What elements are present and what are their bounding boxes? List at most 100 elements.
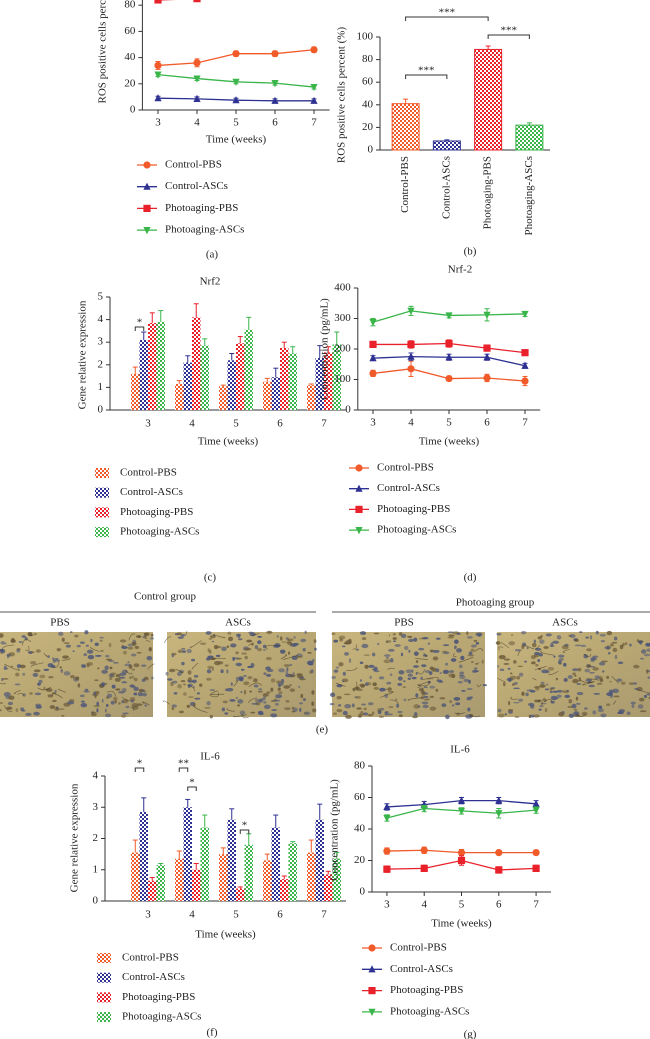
- error-bar: [237, 336, 243, 344]
- x-tick-label: 6: [277, 909, 283, 921]
- y-axis-label: Concentration (pg/mL): [319, 298, 331, 400]
- bar: [288, 843, 297, 901]
- error-bar: [246, 833, 252, 845]
- error-bar: [334, 331, 340, 345]
- legend-marker: [368, 944, 376, 952]
- marker: [483, 374, 491, 382]
- error-bar: [237, 886, 243, 889]
- chart-title: IL-6: [200, 751, 220, 763]
- marker: [271, 50, 279, 58]
- x-axis-label: Time (weeks): [419, 436, 480, 448]
- error-bar: [220, 847, 226, 855]
- marker: [383, 847, 391, 855]
- legend-marker: [143, 182, 151, 190]
- bar: [236, 888, 245, 901]
- significance-bracket: [239, 829, 250, 834]
- y-tick-label: 100: [357, 31, 374, 43]
- error-bar: [325, 870, 331, 875]
- marker: [495, 810, 503, 818]
- marker: [310, 96, 318, 104]
- y-tick-label: 80: [354, 760, 366, 772]
- bar: [139, 339, 148, 410]
- bar: [432, 140, 461, 151]
- marker: [521, 310, 529, 319]
- significance-label: ***: [439, 7, 456, 19]
- legend-marker: [355, 464, 363, 472]
- marker: [154, 0, 162, 4]
- legend-marker: [355, 484, 363, 492]
- x-tick-label: 6: [484, 417, 490, 429]
- y-axis-label: Gene relative expression: [69, 783, 81, 892]
- group-title: Control group: [134, 591, 197, 603]
- x-tick-label: 7: [533, 899, 539, 911]
- marker: [407, 340, 415, 349]
- error-bar: [229, 353, 235, 361]
- x-tick-label: 3: [384, 899, 390, 911]
- error-bar: [176, 850, 182, 859]
- bar: [280, 347, 289, 410]
- error-bar: [193, 303, 199, 318]
- legend-marker: [368, 1008, 376, 1016]
- y-tick-label: 400: [334, 282, 351, 294]
- y-tick-label: 3: [93, 801, 99, 813]
- marker: [483, 311, 491, 319]
- chart-title: IL-6: [450, 744, 470, 756]
- marker: [532, 849, 540, 857]
- bar: [515, 124, 544, 151]
- bar: [148, 322, 157, 410]
- marker: [407, 307, 415, 315]
- legend-swatch: [95, 487, 109, 498]
- error-bar: [290, 841, 296, 844]
- bar: [131, 852, 140, 901]
- panel-label: (b): [464, 246, 477, 258]
- bar: [148, 880, 157, 901]
- x-tick-label: 4: [189, 418, 195, 430]
- legend-swatch: [97, 953, 111, 963]
- error-bar: [141, 797, 147, 812]
- x-axis-label: Time (weeks): [195, 929, 256, 941]
- y-tick-label: 0: [98, 404, 104, 416]
- bar: [288, 353, 297, 410]
- panel-label: (d): [464, 572, 477, 584]
- bar: [183, 362, 192, 410]
- bar: [139, 811, 148, 901]
- marker: [495, 866, 503, 874]
- legend-label: Control-PBS: [165, 159, 222, 171]
- error-bar: [281, 875, 287, 880]
- y-tick-label: 0: [368, 144, 374, 156]
- x-axis-label: Time (weeks): [206, 134, 267, 146]
- group-title: Photoaging group: [456, 597, 535, 609]
- error-bar: [281, 341, 287, 348]
- bar: [280, 879, 289, 901]
- x-tick-label: Control-ASCs: [440, 156, 452, 219]
- error-bar: [308, 839, 314, 853]
- bar: [244, 844, 253, 901]
- legend-marker: [355, 505, 363, 513]
- y-tick-label: 40: [362, 98, 374, 110]
- x-tick-label: 3: [370, 417, 376, 429]
- error-bar: [308, 383, 314, 386]
- x-tick-label: 5: [233, 909, 239, 921]
- image-label: ASCs: [552, 617, 578, 629]
- legend-label: Photoaging-PBS: [390, 984, 463, 996]
- marker: [154, 71, 162, 79]
- y-axis-label: ROS positive cells percent: [97, 0, 109, 104]
- micrograph: [0, 632, 153, 717]
- y-tick-label: 4: [93, 770, 99, 782]
- error-bar: [193, 863, 199, 870]
- x-tick-label: 3: [145, 418, 151, 430]
- marker: [521, 349, 529, 357]
- bar: [315, 358, 324, 410]
- bar: [219, 854, 228, 901]
- marker: [420, 846, 428, 854]
- bar: [175, 384, 184, 410]
- y-tick-label: 0: [345, 404, 351, 416]
- bar: [219, 386, 228, 410]
- marker: [369, 319, 377, 327]
- y-tick-label: 300: [334, 312, 351, 324]
- bar: [244, 329, 253, 410]
- marker: [232, 50, 240, 58]
- panel-label: (a): [206, 249, 219, 261]
- marker: [383, 814, 391, 823]
